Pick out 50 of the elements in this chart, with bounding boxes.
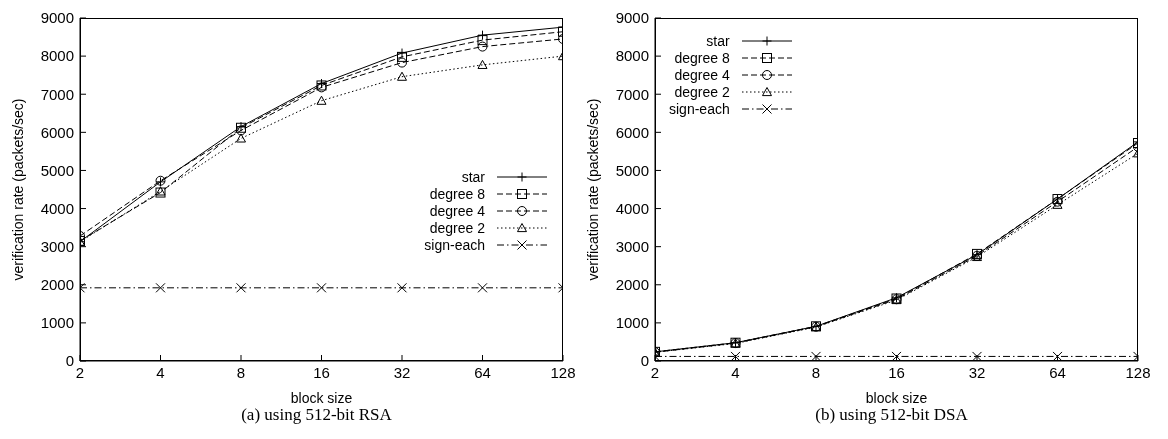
legend-label: degree 2 bbox=[674, 83, 730, 100]
y-tick-label: 5000 bbox=[615, 161, 649, 179]
legend-label: sign-each bbox=[669, 100, 730, 117]
legend-label: sign-each bbox=[424, 237, 485, 254]
legend-label: degree 8 bbox=[429, 186, 485, 203]
x-tick-label: 16 bbox=[313, 363, 330, 381]
text: (b) using 512-bit DSA bbox=[814, 405, 969, 425]
y-tick-label: 6000 bbox=[615, 123, 649, 141]
y-tick-label: 4000 bbox=[615, 199, 649, 217]
x-axis-title: block size bbox=[290, 390, 353, 406]
y-tick-label: 9000 bbox=[615, 9, 649, 27]
y-tick-label: 3000 bbox=[40, 237, 74, 255]
legend-label: degree 4 bbox=[429, 203, 485, 220]
x-tick-label: 32 bbox=[968, 363, 986, 381]
x-tick-label: 16 bbox=[888, 363, 905, 381]
legend-label: star bbox=[706, 32, 730, 49]
y-tick-label: 6000 bbox=[40, 123, 74, 141]
x-tick-label: 128 bbox=[1125, 363, 1151, 381]
y-tick-label: 2000 bbox=[40, 276, 74, 294]
y-tick-label: 7000 bbox=[40, 85, 74, 103]
y-tick-label: 1000 bbox=[615, 314, 649, 332]
x-tick-label: 32 bbox=[393, 363, 411, 381]
y-axis-title: verification rate (packets/sec) bbox=[584, 98, 601, 281]
legend-label: star bbox=[461, 169, 485, 186]
y-tick-label: 7000 bbox=[615, 85, 649, 103]
y-tick-label: 0 bbox=[65, 352, 74, 370]
x-tick-label: 4 bbox=[156, 363, 165, 381]
x-tick-label: 8 bbox=[236, 363, 246, 381]
y-tick-label: 0 bbox=[640, 352, 649, 370]
y-tick-label: 8000 bbox=[615, 47, 649, 65]
x-tick-label: 2 bbox=[75, 363, 85, 381]
x-tick-label: 128 bbox=[550, 363, 576, 381]
x-tick-label: 4 bbox=[731, 363, 740, 381]
text: (a) using 512-bit RSA bbox=[240, 405, 393, 425]
legend-label: degree 2 bbox=[429, 220, 485, 237]
legend-label: degree 4 bbox=[674, 66, 730, 83]
y-tick-label: 3000 bbox=[615, 237, 649, 255]
x-tick-label: 64 bbox=[1049, 363, 1066, 381]
y-tick-label: 9000 bbox=[40, 9, 74, 27]
y-tick-label: 5000 bbox=[40, 161, 74, 179]
x-tick-label: 64 bbox=[474, 363, 491, 381]
y-tick-label: 2000 bbox=[615, 276, 649, 294]
x-axis-title: block size bbox=[865, 390, 928, 406]
x-tick-label: 2 bbox=[650, 363, 660, 381]
y-tick-label: 4000 bbox=[40, 199, 74, 217]
y-tick-label: 1000 bbox=[40, 314, 74, 332]
x-tick-label: 8 bbox=[811, 363, 821, 381]
legend-label: degree 8 bbox=[674, 49, 730, 66]
y-axis-title: verification rate (packets/sec) bbox=[9, 98, 26, 281]
y-tick-label: 8000 bbox=[40, 47, 74, 65]
